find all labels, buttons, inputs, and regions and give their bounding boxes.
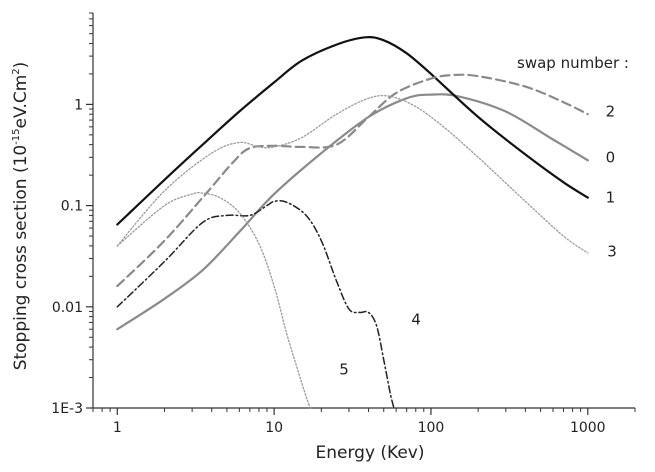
series-label-0: 0 <box>606 148 616 166</box>
y-axis-title-sup2: 2 <box>11 68 22 74</box>
series-labels-layer: 2 0 1 3 4 5 <box>339 103 617 379</box>
y-tick-label: 1E-3 <box>51 401 83 417</box>
y-axis-title-sup1: -15 <box>11 128 22 144</box>
x-axis-title: Energy (Kev) <box>315 443 424 463</box>
y-axis-title-main: Stopping cross section (10 <box>11 145 31 371</box>
series-label-1: 1 <box>606 189 616 207</box>
series-line-5 <box>116 191 311 409</box>
series-label-3: 3 <box>607 243 617 261</box>
legend-title: swap number : <box>517 54 629 72</box>
series-label-4: 4 <box>411 310 421 328</box>
series-label-2: 2 <box>606 103 616 121</box>
x-tick-label: 100 <box>418 420 445 436</box>
y-axis-title-mid: eV.Cm <box>11 75 31 129</box>
series-line-1 <box>116 35 589 226</box>
series-line-0 <box>116 93 589 331</box>
y-tick-label: 1 <box>74 97 83 113</box>
y-axis-title-end: ) <box>11 62 31 69</box>
series-label-5: 5 <box>339 361 349 379</box>
series-line-3 <box>116 94 589 254</box>
x-tick-label: 1000 <box>570 420 606 436</box>
x-tick-label: 10 <box>265 420 283 436</box>
series-line-2 <box>116 73 589 288</box>
x-tick-label: 1 <box>113 420 122 436</box>
y-axis-title: Stopping cross section (10-15eV.Cm2) <box>11 62 31 371</box>
series-layer <box>116 35 589 409</box>
y-tick-label: 0.1 <box>61 199 83 215</box>
y-tick-label: 0.01 <box>52 300 83 316</box>
series-line-4 <box>116 199 395 409</box>
